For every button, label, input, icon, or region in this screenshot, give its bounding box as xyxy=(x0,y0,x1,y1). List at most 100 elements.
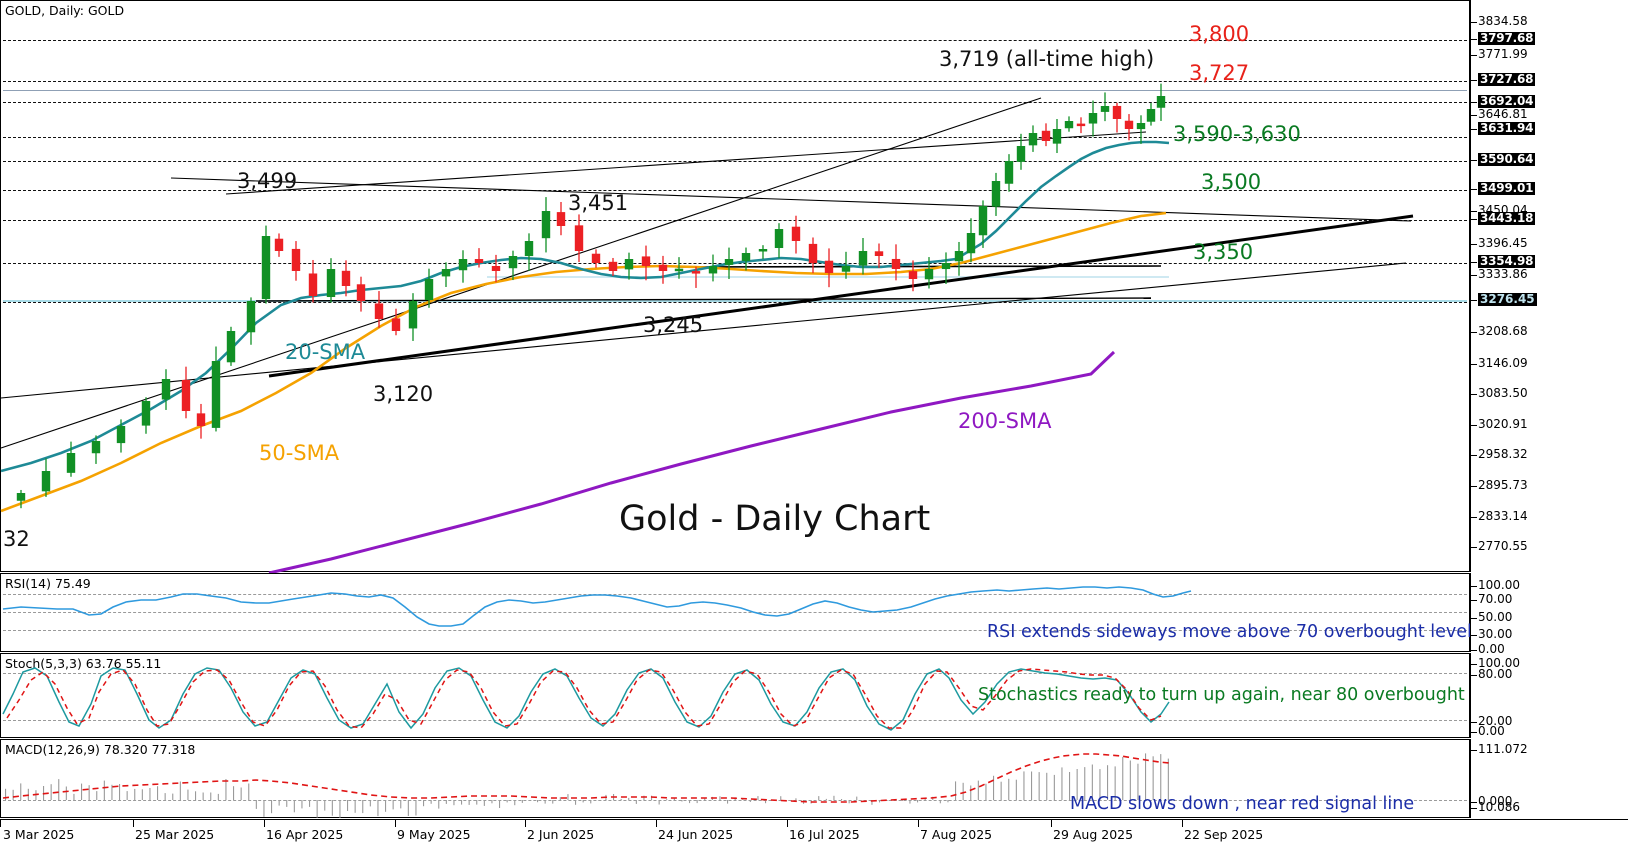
stoch-axis-label: 100.00 xyxy=(1478,656,1520,670)
price-axis-tick xyxy=(1471,275,1477,276)
price-axis-label: 2833.14 xyxy=(1478,509,1528,523)
rsi-level-70 xyxy=(3,594,1467,595)
price-axis-tick xyxy=(1471,102,1477,103)
price-axis-tick xyxy=(1471,219,1477,220)
date-axis-tick xyxy=(1051,820,1052,827)
price-axis-label: 3499.01 xyxy=(1478,181,1536,195)
stoch-level-20 xyxy=(3,720,1467,721)
date-axis-tick xyxy=(656,820,657,827)
gridline-3443 xyxy=(3,220,1467,221)
price-axis-tick xyxy=(1471,394,1477,395)
gridline-3590 xyxy=(3,161,1467,162)
annotation-3245: 3,245 xyxy=(643,313,704,337)
annotation-3350: 3,350 xyxy=(1193,240,1254,264)
price-axis-label: 3646.81 xyxy=(1478,107,1528,121)
price-axis[interactable]: 3834.58 3797.68 3771.99 3727.68 3692.04 3646.… xyxy=(1470,0,1628,572)
stoch-axis-label: 20.00 xyxy=(1478,714,1513,728)
price-axis-label: 2958.32 xyxy=(1478,447,1528,461)
macd-axis-label: 111.072 xyxy=(1478,742,1528,756)
annotation-3500: 3,500 xyxy=(1201,170,1262,194)
price-axis-label: 3771.99 xyxy=(1478,47,1528,61)
macd-note: MACD slows down , near red signal line xyxy=(1070,794,1415,814)
macd-axis-tick xyxy=(1471,750,1477,751)
stochastics-panel[interactable]: Stoch(5,3,3) 63.76 55.11 Stochastics rea… xyxy=(0,653,1512,738)
annotation-3800: 3,800 xyxy=(1189,22,1250,46)
price-axis-tick xyxy=(1471,332,1477,333)
date-axis-label: 29 Aug 2025 xyxy=(1053,827,1134,842)
rsi-level-50 xyxy=(3,612,1467,613)
price-axis-tick xyxy=(1471,129,1477,130)
price-axis-label: 3276.45 xyxy=(1478,292,1537,306)
gridline-3632 xyxy=(3,137,1467,138)
gridline-3276 xyxy=(3,302,1467,303)
price-axis-tick xyxy=(1471,80,1477,81)
stoch-axis[interactable]: 100.00 80.00 20.00 0.00 xyxy=(1470,653,1628,738)
stoch-header-label: Stoch(5,3,3) 63.76 55.11 xyxy=(5,656,162,671)
date-axis-label: 7 Aug 2025 xyxy=(920,827,993,842)
price-axis-tick xyxy=(1471,486,1477,487)
macd-axis-tick xyxy=(1471,808,1477,809)
cursor-crosshair-line xyxy=(3,90,1467,91)
rsi-header-label: RSI(14) 75.49 xyxy=(5,576,91,591)
rsi-axis-label: 100.00 xyxy=(1478,578,1520,592)
price-axis-label: 3834.58 xyxy=(1478,14,1528,28)
date-axis-tick xyxy=(395,820,396,827)
price-axis-label: 3396.45 xyxy=(1478,236,1528,250)
price-axis-tick xyxy=(1471,364,1477,365)
price-axis-tick xyxy=(1471,244,1477,245)
price-axis-label: 3020.91 xyxy=(1478,417,1528,431)
gridline-3727 xyxy=(3,81,1467,82)
price-axis-tick xyxy=(1471,262,1477,263)
stoch-axis-label: 0.00 xyxy=(1478,724,1505,738)
stoch-axis-label: 80.00 xyxy=(1478,667,1513,681)
date-axis-tick xyxy=(0,820,1,827)
rsi-axis-label: 70.00 xyxy=(1478,592,1513,606)
annotation-left-edge-32: 32 xyxy=(3,527,30,551)
price-axis-label: 3208.68 xyxy=(1478,324,1528,338)
price-axis-tick xyxy=(1471,115,1477,116)
annotation-3120: 3,120 xyxy=(373,382,434,406)
rsi-axis-tick xyxy=(1471,600,1477,601)
date-axis-tick xyxy=(133,820,134,827)
price-axis-label: 3443.18 xyxy=(1478,211,1536,225)
date-axis-tick xyxy=(525,820,526,827)
rsi-axis-label: 0.00 xyxy=(1478,642,1505,656)
price-axis-label: 3354.98 xyxy=(1478,254,1536,268)
annotation-3451: 3,451 xyxy=(568,191,629,215)
rsi-plot-svg xyxy=(2,586,1192,627)
rsi-panel[interactable]: RSI(14) 75.49 RSI extends sideways move … xyxy=(0,573,1472,652)
price-axis-tick xyxy=(1471,55,1477,56)
label-20-sma: 20-SMA xyxy=(285,340,366,364)
chart-title: Gold - Daily Chart xyxy=(619,499,931,539)
price-axis-label: 3631.94 xyxy=(1478,121,1536,135)
stoch-axis-tick xyxy=(1471,732,1477,733)
price-axis-tick xyxy=(1471,547,1477,548)
gridline-3800 xyxy=(3,40,1467,41)
price-plot-svg xyxy=(0,83,1414,575)
date-axis-label: 25 Mar 2025 xyxy=(135,827,215,842)
date-axis-label: 16 Jul 2025 xyxy=(789,827,860,842)
price-axis-tick xyxy=(1471,39,1477,40)
rsi-axis[interactable]: 100.00 70.00 50.00 30.00 0.00 xyxy=(1470,573,1628,656)
label-50-sma: 50-SMA xyxy=(259,441,340,465)
price-chart-panel[interactable]: GOLD, Daily: GOLD 3,800 3,727 3,719 (all… xyxy=(0,0,1470,575)
rsi-level-30 xyxy=(3,630,1467,631)
faint-level-line xyxy=(487,276,1169,278)
macd-axis[interactable]: 111.072 0.000 10.086 xyxy=(1470,739,1628,818)
date-axis-tick xyxy=(918,820,919,827)
macd-panel[interactable]: MACD(12,26,9) 78.320 77.318 MACD slows d… xyxy=(0,739,1470,818)
macd-axis-label: 0.000 xyxy=(1478,794,1513,808)
price-axis-tick xyxy=(1471,160,1477,161)
annotation-3727: 3,727 xyxy=(1189,61,1250,85)
date-axis-tick xyxy=(1182,820,1183,827)
price-axis-tick xyxy=(1471,517,1477,518)
macd-axis-tick xyxy=(1471,802,1477,803)
date-axis-label: 3 Mar 2025 xyxy=(3,827,75,842)
annotation-all-time-high: 3,719 (all-time high) xyxy=(939,47,1155,71)
price-axis-tick xyxy=(1471,425,1477,426)
label-200-sma: 200-SMA xyxy=(958,409,1052,433)
current-price-line xyxy=(3,300,1467,302)
date-axis-tick xyxy=(264,820,265,827)
macd-axis-label: 10.086 xyxy=(1478,800,1520,814)
date-axis[interactable]: 3 Mar 2025 25 Mar 2025 16 Apr 2025 9 May 20… xyxy=(0,819,1628,849)
